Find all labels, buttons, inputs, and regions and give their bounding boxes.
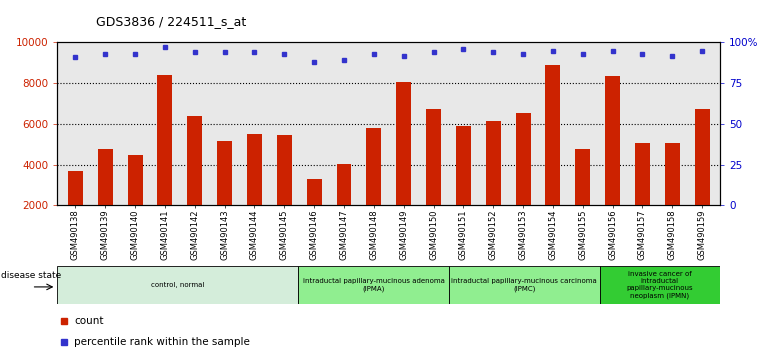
Bar [665,143,679,246]
Bar [187,116,202,246]
Bar [635,143,650,246]
Bar [456,126,471,246]
Text: invasive cancer of
intraductal
papillary-mucinous
neoplasm (IPMN): invasive cancer of intraductal papillary… [627,271,693,299]
Bar [516,113,531,246]
Bar [449,266,600,304]
Bar [57,266,299,304]
Text: percentile rank within the sample: percentile rank within the sample [74,337,250,348]
Bar [277,135,292,246]
Text: intraductal papillary-mucinous adenoma
(IPMA): intraductal papillary-mucinous adenoma (… [303,278,444,292]
Bar [336,164,352,246]
Bar [158,75,172,246]
Text: intraductal papillary-mucinous carcinoma
(IPMC): intraductal papillary-mucinous carcinoma… [451,278,597,292]
Bar [486,121,501,246]
Text: count: count [74,316,103,326]
Text: disease state: disease state [2,271,62,280]
Bar [575,149,591,246]
Bar [426,109,441,246]
Bar [600,266,720,304]
Bar [128,155,142,246]
Bar [396,82,411,246]
Text: GDS3836 / 224511_s_at: GDS3836 / 224511_s_at [96,15,246,28]
Bar [98,149,113,246]
Text: control, normal: control, normal [151,282,205,288]
Bar [366,128,381,246]
Bar [299,266,449,304]
Bar [545,65,561,246]
Bar [217,141,232,246]
Bar [247,134,262,246]
Bar [306,179,322,246]
Bar [605,76,620,246]
Bar [695,109,709,246]
Bar [68,171,83,246]
